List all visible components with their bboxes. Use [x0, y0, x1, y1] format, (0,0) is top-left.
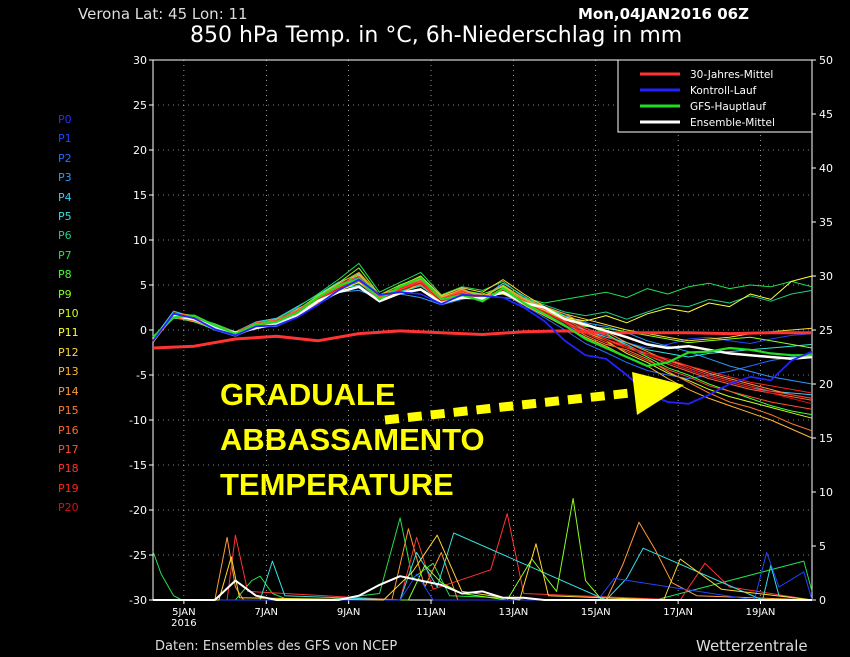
y-right-tick-label: 0 [819, 594, 826, 607]
legend-label: 30-Jahres-Mittel [690, 69, 773, 81]
member-label-p17: P17 [58, 442, 79, 456]
member-label-p8: P8 [58, 268, 72, 282]
member-label-p1: P1 [58, 132, 72, 146]
series-kontroll-lauf-line [152, 278, 813, 405]
ensemble-member-list: P0 P1 P2 P3 P4 P5 P6 P7 P8 P9 P10 P11 P12 P13 P14 P15 P1… [58, 110, 79, 518]
x-tick-label: 7JAN [255, 607, 278, 618]
x-tick-sublabel: 2016 [171, 618, 196, 629]
y-right-tick-label: 35 [819, 216, 833, 229]
x-tick-label: 13JAN [498, 607, 528, 618]
run-date-label: Mon,04JAN2016 06Z [578, 5, 749, 23]
precip-member-line [153, 513, 813, 601]
annotation-line-2: ABBASSAMENTO [220, 422, 485, 457]
y-right-tick-label: 20 [819, 378, 833, 391]
y-left-tick-label: 15 [133, 189, 147, 202]
y-left-tick-label: -5 [136, 369, 147, 382]
location-label: Verona Lat: 45 Lon: 11 [78, 5, 248, 23]
member-label-p13: P13 [58, 365, 79, 379]
member-label-p11: P11 [58, 326, 79, 340]
y-left-tick-label: 10 [133, 234, 147, 247]
y-right-tick-label: 40 [819, 162, 833, 175]
x-tick-label: 19JAN [746, 607, 776, 618]
y-right-tick-label: 45 [819, 108, 833, 121]
member-label-p7: P7 [58, 248, 72, 262]
y-left-tick-label: 25 [133, 99, 147, 112]
y-left-tick-label: 0 [140, 324, 147, 337]
precip-member-line [153, 552, 813, 601]
x-tick-label: 5JAN [172, 607, 195, 618]
member-label-p2: P2 [58, 151, 72, 165]
data-source-label: Daten: Ensembles des GFS von NCEP [155, 639, 398, 654]
precip-member-line [153, 532, 813, 601]
precip-member-line [153, 498, 812, 601]
legend-label: GFS-Hauptlauf [690, 101, 766, 113]
member-label-p6: P6 [58, 229, 72, 243]
legend-box [617, 59, 813, 133]
member-label-p20: P20 [58, 501, 79, 515]
y-right-tick-label: 5 [819, 540, 826, 553]
annotation-arrow-shaft [384, 388, 631, 425]
member-label-p18: P18 [58, 462, 79, 476]
series-ensemble-mittel-line [152, 285, 813, 361]
y-left-tick-label: -20 [129, 504, 147, 517]
member-label-p14: P14 [58, 384, 79, 398]
legend-label: Kontroll-Lauf [690, 85, 757, 97]
x-tick-label: 11JAN [416, 607, 446, 618]
chart-title: 850 hPa Temp. in °C, 6h-Niederschlag in … [190, 23, 683, 48]
precip-member-line [152, 517, 813, 601]
member-label-p5: P5 [58, 210, 72, 224]
member-label-p12: P12 [58, 345, 79, 359]
member-label-p10: P10 [58, 307, 79, 321]
member-label-p3: P3 [58, 171, 72, 185]
y-left-tick-label: -25 [129, 549, 147, 562]
member-label-p16: P16 [58, 423, 79, 437]
y-left-tick-label: -10 [129, 414, 147, 427]
y-left-tick-label: -30 [129, 594, 147, 607]
series-gfs-hauptlauf-line [152, 276, 812, 368]
y-right-tick-label: 10 [819, 486, 833, 499]
x-tick-label: 15JAN [581, 607, 611, 618]
y-right-tick-label: 50 [819, 54, 833, 67]
member-label-p15: P15 [58, 404, 79, 418]
member-label-p9: P9 [58, 287, 72, 301]
annotation-line-3: TEMPERATURE [220, 467, 454, 502]
annotation-arrow-head [632, 372, 684, 415]
legend-label: Ensemble-Mittel [690, 117, 775, 129]
y-left-tick-label: 5 [140, 279, 147, 292]
y-left-tick-label: -15 [129, 459, 147, 472]
series-30-jahres-mittel-line [152, 329, 812, 350]
y-right-tick-label: 30 [819, 270, 833, 283]
x-tick-label: 17JAN [663, 607, 693, 618]
member-label-p4: P4 [58, 190, 72, 204]
member-label-p19: P19 [58, 481, 79, 495]
member-label-p0: P0 [58, 113, 72, 126]
precip-member-line [153, 534, 813, 601]
precip-member-line [153, 521, 813, 601]
precip-mean-line [153, 575, 812, 601]
annotation-line-1: GRADUALE [220, 377, 396, 412]
x-tick-label: 9JAN [337, 607, 360, 618]
y-right-tick-label: 15 [819, 432, 833, 445]
y-left-tick-label: 20 [133, 144, 147, 157]
y-right-tick-label: 25 [819, 324, 833, 337]
brand-label: Wetterzentrale [696, 637, 808, 655]
y-left-tick-label: 30 [133, 54, 147, 67]
